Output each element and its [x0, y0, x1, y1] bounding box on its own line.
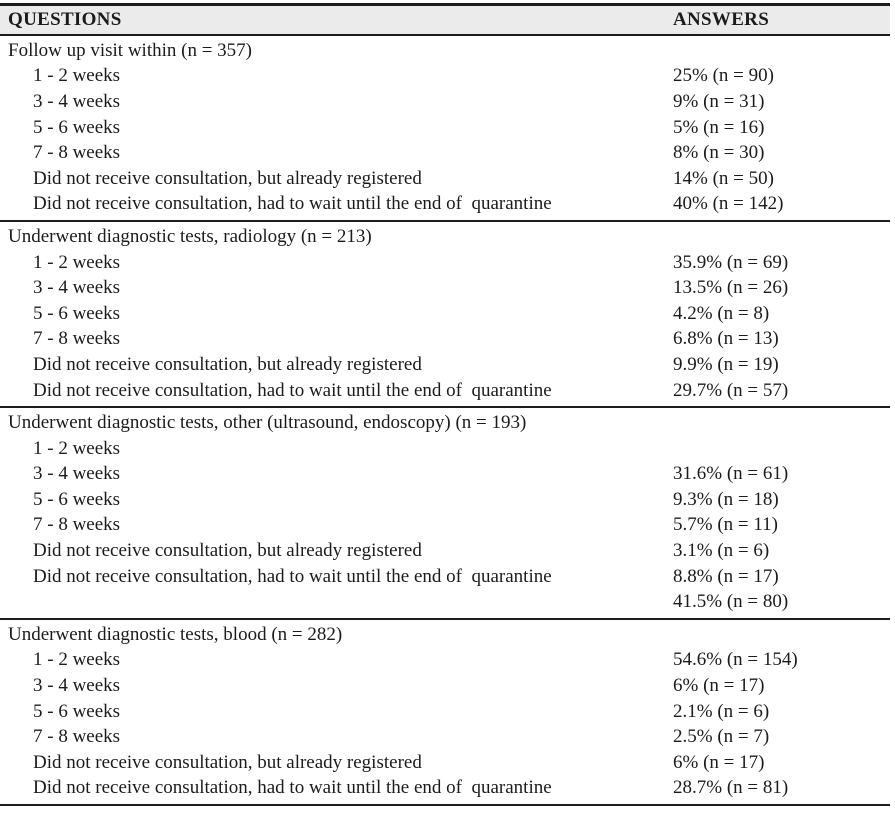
section-title-row: Underwent diagnostic tests, other (ultra…	[0, 410, 890, 436]
question-cell: 3 - 4 weeks	[33, 277, 121, 299]
question-cell: 1 - 2 weeks	[33, 251, 121, 273]
table-section: Follow up visit within (n = 357) 1 - 2 w…	[0, 36, 890, 223]
answer-cell: 40% (n = 142)	[673, 193, 784, 215]
answer-cell: 9% (n = 31)	[673, 90, 765, 112]
answer-cell: 6% (n = 17)	[673, 751, 765, 773]
results-table: QUESTIONS ANSWERS Follow up visit within…	[0, 3, 890, 807]
section-title-row: Follow up visit within (n = 357)	[0, 38, 890, 64]
question-cell: 1 - 2 weeks	[33, 649, 121, 671]
question-cell: Did not receive consultation, had to wai…	[33, 777, 552, 799]
table-row: Did not receive consultation, but alread…	[0, 166, 890, 192]
question-cell: 3 - 4 weeks	[33, 90, 121, 112]
answer-cell: 13.5% (n = 26)	[673, 277, 789, 299]
table-section: Underwent diagnostic tests, blood (n = 2…	[0, 620, 890, 807]
question-cell: Did not receive consultation, but alread…	[33, 540, 422, 562]
table-row: 3 - 4 weeks 6% (n = 17)	[0, 673, 890, 699]
table-row: 3 - 4 weeks 31.6% (n = 61)	[0, 462, 890, 488]
answer-cell: 25% (n = 90)	[673, 65, 774, 87]
table-row: 7 - 8 weeks 8% (n = 30)	[0, 140, 890, 166]
question-cell: Did not receive consultation, had to wai…	[33, 565, 552, 587]
section-title: Underwent diagnostic tests, radiology (n…	[8, 225, 372, 247]
section-title: Follow up visit within (n = 357)	[8, 39, 253, 61]
question-cell: 3 - 4 weeks	[33, 463, 121, 485]
answer-cell: 2.5% (n = 7)	[673, 726, 770, 748]
column-header-answers: ANSWERS	[673, 9, 770, 30]
answer-cell: 8% (n = 30)	[673, 142, 765, 164]
answer-cell: 9.3% (n = 18)	[673, 488, 779, 510]
table-section: Underwent diagnostic tests, radiology (n…	[0, 222, 890, 409]
question-cell: Did not receive consultation, had to wai…	[33, 193, 552, 215]
section-title: Underwent diagnostic tests, other (ultra…	[8, 412, 527, 434]
table-row: 1 - 2 weeks 54.6% (n = 154)	[0, 648, 890, 674]
table-row: Did not receive consultation, had to wai…	[0, 192, 890, 218]
question-cell: Did not receive consultation, but alread…	[33, 353, 422, 375]
table-row: 7 - 8 weeks 6.8% (n = 13)	[0, 327, 890, 353]
question-cell: 7 - 8 weeks	[33, 328, 121, 350]
table-row: 1 - 2 weeks	[0, 436, 890, 462]
question-cell: 1 - 2 weeks	[33, 437, 121, 459]
answer-cell: 54.6% (n = 154)	[673, 649, 798, 671]
answer-cell: 8.8% (n = 17)	[673, 565, 779, 587]
question-cell: 5 - 6 weeks	[33, 302, 121, 324]
question-cell: 7 - 8 weeks	[33, 514, 121, 536]
table-row: Did not receive consultation, but alread…	[0, 538, 890, 564]
answer-cell: 5.7% (n = 11)	[673, 514, 778, 536]
question-cell: 7 - 8 weeks	[33, 142, 121, 164]
answer-cell: 2.1% (n = 6)	[673, 700, 770, 722]
table-row: 1 - 2 weeks 35.9% (n = 69)	[0, 250, 890, 276]
answer-cell: 4.2% (n = 8)	[673, 302, 770, 324]
table-body: Follow up visit within (n = 357) 1 - 2 w…	[0, 36, 890, 807]
question-cell: 5 - 6 weeks	[33, 488, 121, 510]
question-cell: Did not receive consultation, but alread…	[33, 167, 422, 189]
table-row: 5 - 6 weeks 5% (n = 16)	[0, 115, 890, 141]
table-section: Underwent diagnostic tests, other (ultra…	[0, 408, 890, 621]
table-header-row: QUESTIONS ANSWERS	[0, 6, 890, 36]
answer-cell: 29.7% (n = 57)	[673, 379, 789, 401]
answer-cell: 6% (n = 17)	[673, 675, 765, 697]
answer-cell: 31.6% (n = 61)	[673, 463, 789, 485]
table-row: 5 - 6 weeks 4.2% (n = 8)	[0, 301, 890, 327]
question-cell: Did not receive consultation, had to wai…	[33, 379, 552, 401]
column-header-questions: QUESTIONS	[8, 9, 122, 30]
table-row: 5 - 6 weeks 9.3% (n = 18)	[0, 487, 890, 513]
answer-cell: 5% (n = 16)	[673, 116, 765, 138]
answer-cell: 3.1% (n = 6)	[673, 540, 770, 562]
table-row: 41.5% (n = 80)	[0, 589, 890, 615]
section-title-row: Underwent diagnostic tests, blood (n = 2…	[0, 622, 890, 648]
table-row: 7 - 8 weeks 2.5% (n = 7)	[0, 724, 890, 750]
table-row: Did not receive consultation, had to wai…	[0, 776, 890, 802]
section-title-row: Underwent diagnostic tests, radiology (n…	[0, 224, 890, 250]
answer-cell: 9.9% (n = 19)	[673, 353, 779, 375]
table-row: 7 - 8 weeks 5.7% (n = 11)	[0, 513, 890, 539]
table-row: 1 - 2 weeks 25% (n = 90)	[0, 64, 890, 90]
table-row: 3 - 4 weeks 9% (n = 31)	[0, 89, 890, 115]
answer-cell: 41.5% (n = 80)	[673, 591, 789, 613]
question-cell: 1 - 2 weeks	[33, 65, 121, 87]
question-cell: 5 - 6 weeks	[33, 116, 121, 138]
table-row: Did not receive consultation, had to wai…	[0, 378, 890, 404]
answer-cell: 35.9% (n = 69)	[673, 251, 789, 273]
table-row: Did not receive consultation, had to wai…	[0, 564, 890, 590]
table-row: Did not receive consultation, but alread…	[0, 750, 890, 776]
section-title: Underwent diagnostic tests, blood (n = 2…	[8, 623, 343, 645]
answer-cell: 6.8% (n = 13)	[673, 328, 779, 350]
table-row: 5 - 6 weeks 2.1% (n = 6)	[0, 699, 890, 725]
table-row: 3 - 4 weeks 13.5% (n = 26)	[0, 275, 890, 301]
question-cell: Did not receive consultation, but alread…	[33, 751, 422, 773]
table-row: Did not receive consultation, but alread…	[0, 352, 890, 378]
answer-cell: 28.7% (n = 81)	[673, 777, 789, 799]
answer-cell: 14% (n = 50)	[673, 167, 774, 189]
question-cell: 5 - 6 weeks	[33, 700, 121, 722]
question-cell: 7 - 8 weeks	[33, 726, 121, 748]
question-cell: 3 - 4 weeks	[33, 675, 121, 697]
